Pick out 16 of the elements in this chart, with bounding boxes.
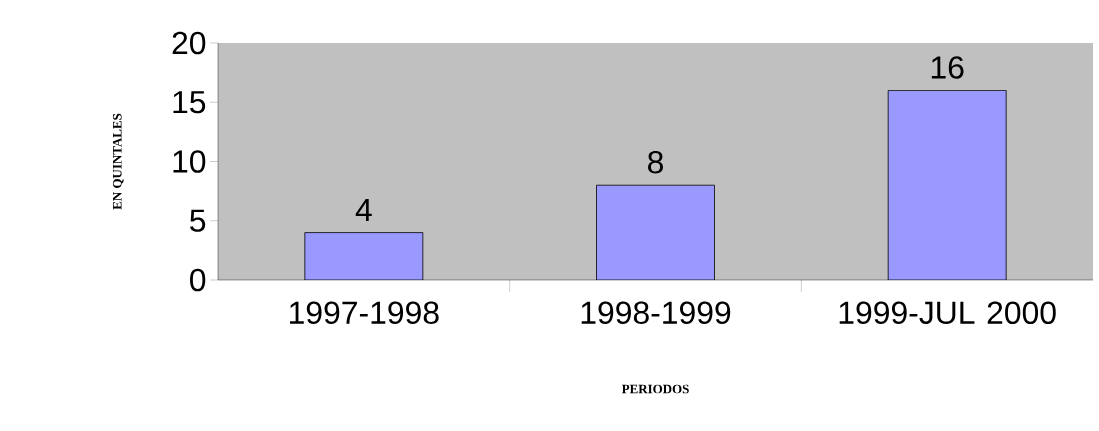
- y-tick-label: 20: [172, 31, 206, 55]
- x-tick-label: 1999-JUL 2000: [839, 301, 1056, 325]
- y-axis-title: EN QUINTALES: [112, 113, 124, 210]
- bar: [887, 90, 1007, 280]
- bar: [596, 184, 715, 280]
- data-label: 16: [931, 56, 964, 79]
- bar: [304, 232, 424, 280]
- data-label: 4: [355, 198, 372, 221]
- y-tick-label: 5: [190, 209, 206, 232]
- x-tick-label: 1998-1999: [581, 301, 731, 325]
- y-tick-label: 10: [173, 150, 206, 173]
- x-axis-title: PERIODOS: [621, 384, 689, 394]
- y-tick-label: 0: [190, 268, 206, 292]
- x-tick-label: 1997-1998: [290, 301, 439, 325]
- y-tick-label: 15: [173, 91, 206, 114]
- data-label: 8: [648, 150, 663, 174]
